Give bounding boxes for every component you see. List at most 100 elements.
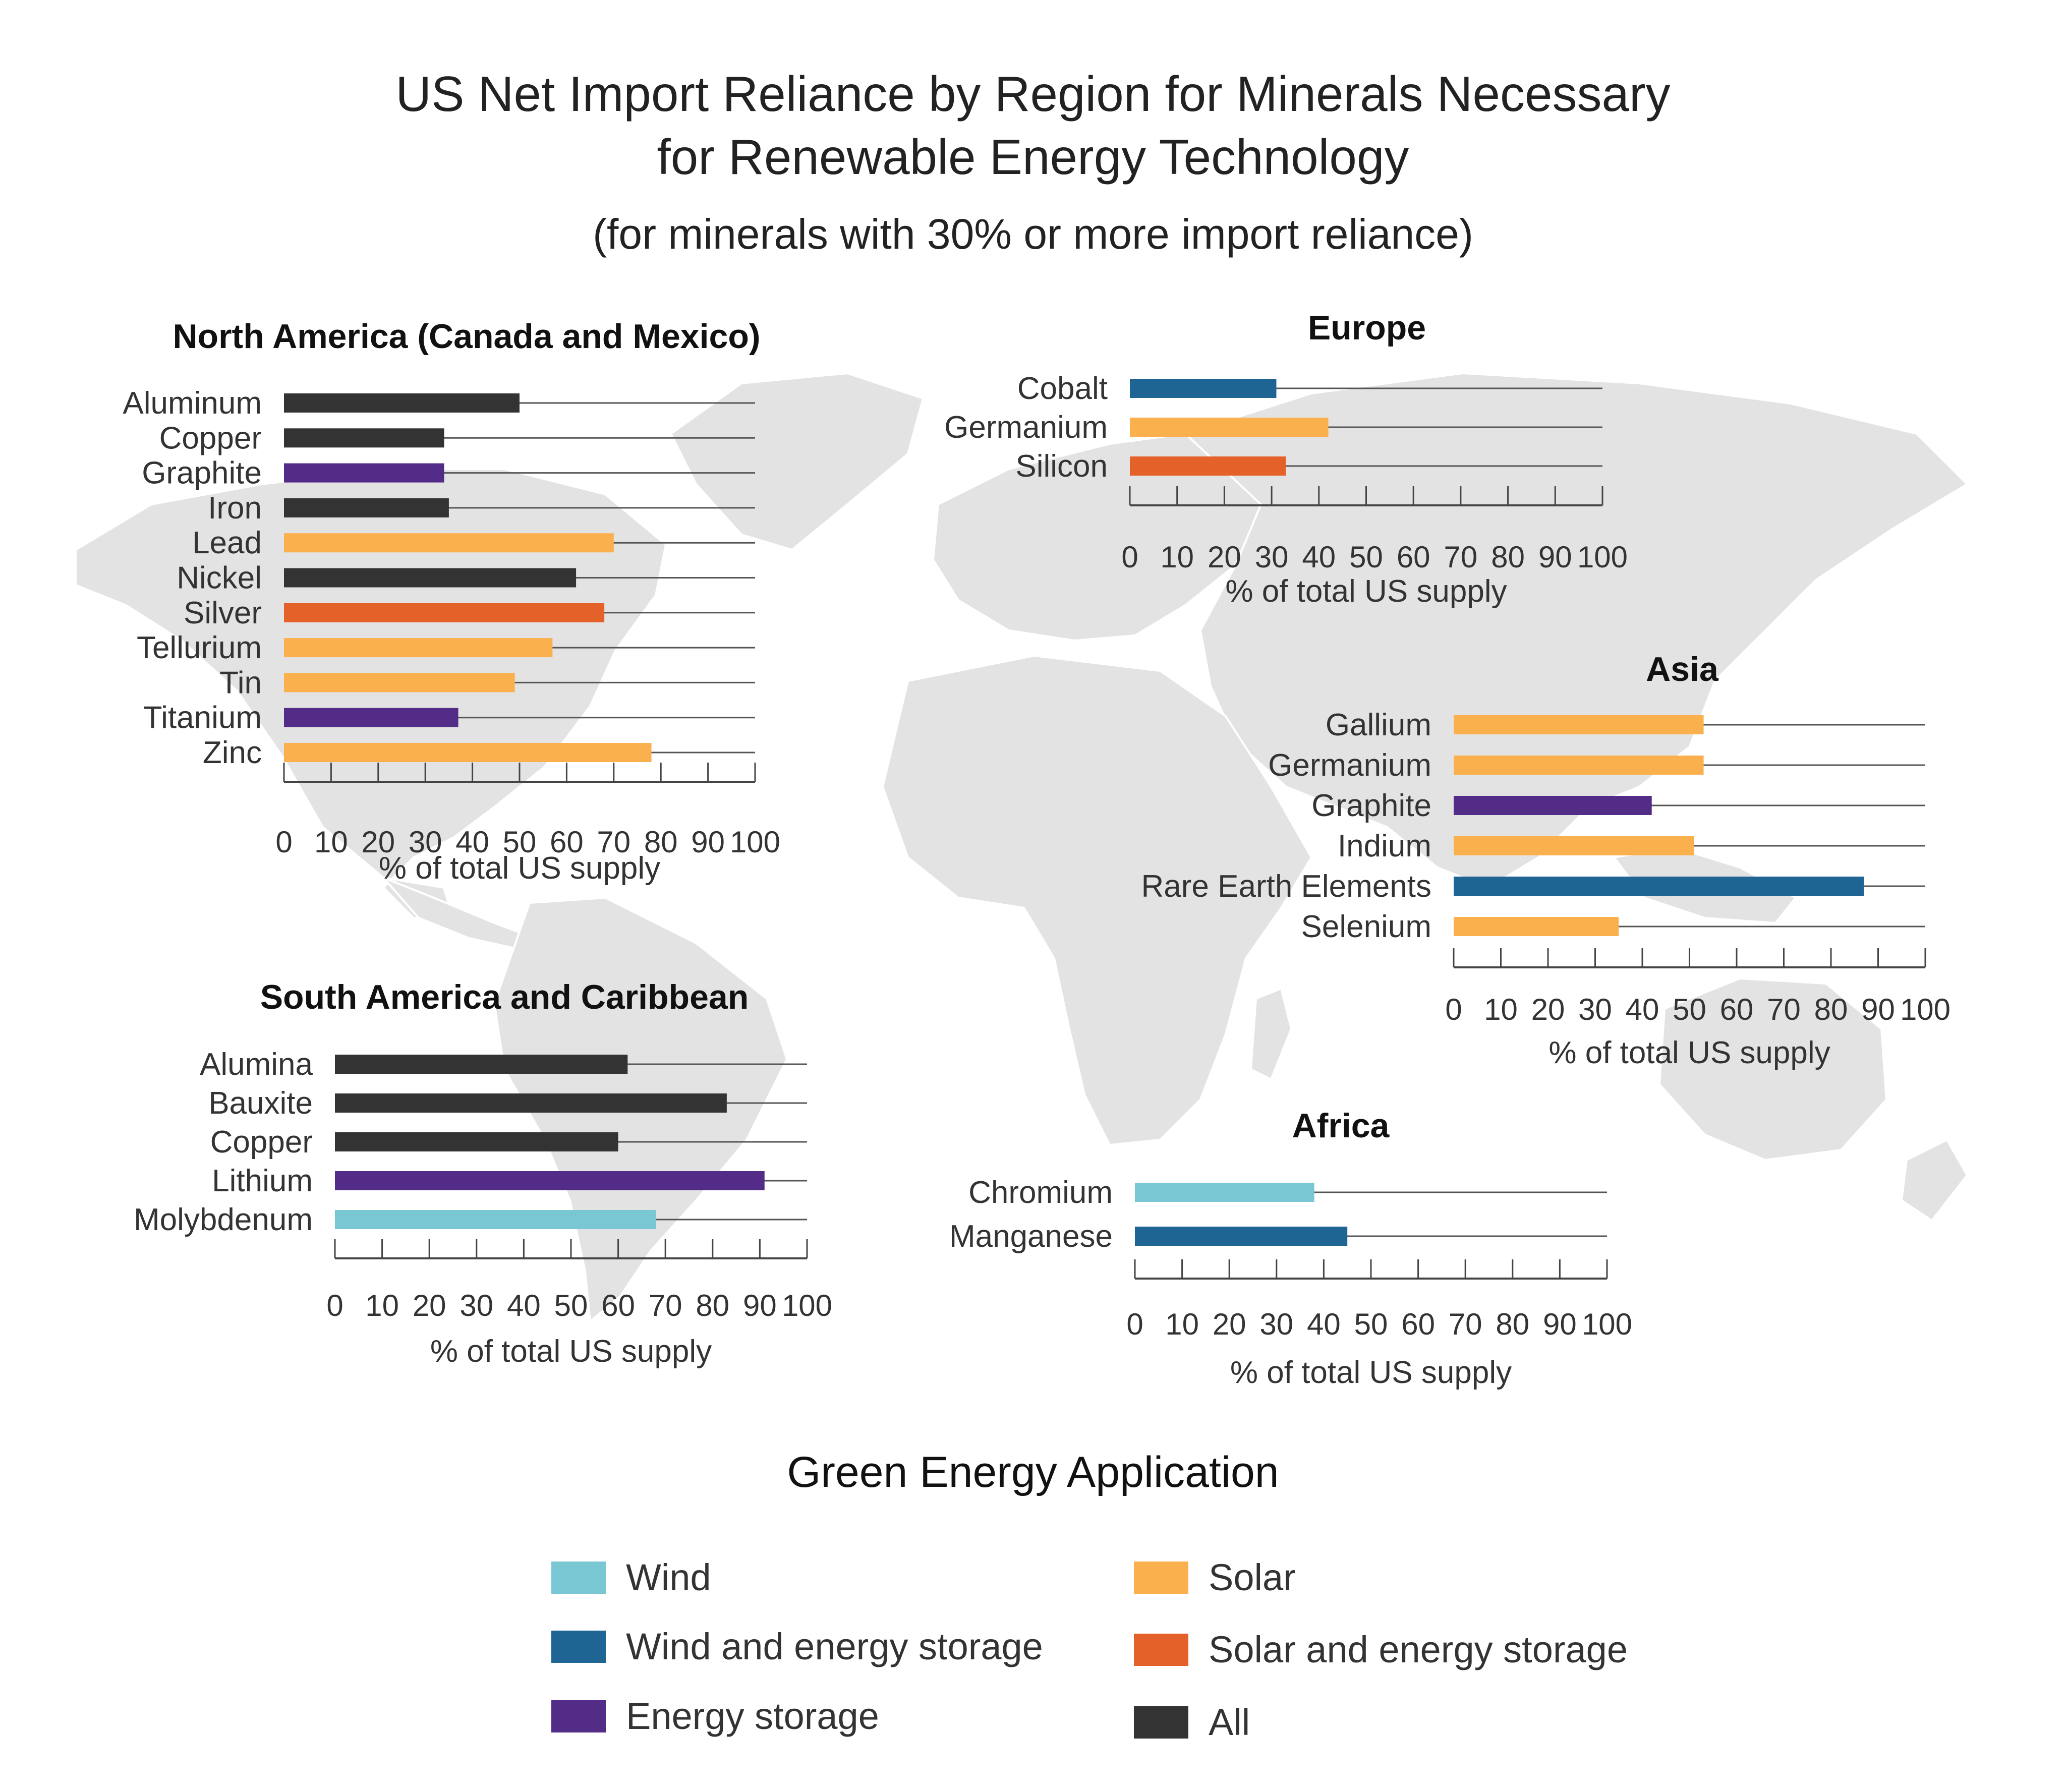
map-australia [1658, 977, 1888, 1162]
x-tick-label: 30 [409, 825, 442, 859]
x-tick-label: 70 [649, 1289, 682, 1322]
x-tick-label: 60 [1720, 993, 1754, 1026]
bar-graphite [284, 463, 444, 483]
x-tick-label: 80 [1491, 540, 1525, 574]
chart-north-america: North America (Canada and Mexico) Aluminu… [123, 317, 780, 886]
bar-cobalt [1130, 379, 1277, 398]
x-tick-label: 0 [275, 825, 292, 859]
bar-germanium [1130, 418, 1329, 437]
bar-germanium [1454, 756, 1704, 775]
x-tick-label: 100 [1582, 1307, 1632, 1341]
bar-silver [284, 603, 605, 622]
x-tick-label: 70 [1444, 540, 1478, 574]
category-label: Indium [1338, 829, 1431, 863]
x-tick-label: 100 [1577, 540, 1628, 574]
category-label: Gallium [1326, 708, 1431, 742]
chart-title-line1: US Net Import Reliance by Region for Min… [395, 66, 1671, 122]
x-tick-label: 0 [1126, 1307, 1143, 1341]
x-tick-label: 50 [554, 1289, 588, 1322]
category-label: Germanium [1268, 748, 1431, 783]
x-axis-label: % of total US supply [1225, 574, 1507, 609]
x-tick-label: 40 [455, 825, 489, 859]
bar-silicon [1130, 456, 1286, 476]
category-label: Chromium [968, 1175, 1113, 1210]
bar-chromium [1135, 1183, 1314, 1202]
bar-copper [335, 1132, 618, 1151]
x-tick-label: 50 [1354, 1307, 1388, 1341]
bar-manganese [1135, 1227, 1348, 1246]
legend-swatch-solar-storage [1134, 1633, 1188, 1666]
x-tick-label: 70 [1449, 1307, 1482, 1341]
region-title: Europe [1308, 309, 1426, 347]
chart-asia: Asia Gallium Germanium Graphite Indium Rare E… [1141, 650, 1951, 1070]
x-tick-label: 10 [314, 825, 348, 859]
chart-africa: Africa Chromium Manganese 0 10 20 30 40 50 60 70 80… [949, 1107, 1632, 1390]
region-title: South America and Caribbean [260, 978, 749, 1016]
x-tick-label: 40 [1307, 1307, 1341, 1341]
legend-title: Green Energy Application [787, 1448, 1279, 1496]
legend-swatch-wind-storage [551, 1630, 606, 1663]
x-tick-label: 100 [782, 1289, 832, 1322]
map-europe [932, 432, 1262, 642]
x-tick-label: 60 [1397, 540, 1430, 574]
legend-label-energy-storage: Energy storage [626, 1695, 879, 1737]
category-label: Silicon [1015, 449, 1108, 484]
legend-label-all: All [1209, 1701, 1250, 1743]
legend-swatch-solar [1134, 1561, 1188, 1594]
bar-indium [1454, 836, 1694, 855]
x-tick-label: 0 [326, 1289, 343, 1322]
x-tick-label: 30 [1578, 993, 1612, 1026]
legend-item-all: All [1134, 1701, 1250, 1744]
bar-aluminum [284, 393, 520, 413]
map-africa [881, 654, 1313, 1146]
x-tick-label: 40 [1302, 540, 1336, 574]
map-madagascar [1249, 987, 1293, 1081]
legend-swatch-wind [551, 1561, 606, 1594]
chart-south-america: South America and Caribbean Alumina Bauxit… [134, 978, 832, 1369]
bar-titanium [284, 708, 458, 727]
bar-bauxite [335, 1093, 727, 1113]
chart-title-line2: for Renewable Energy Technology [657, 129, 1409, 185]
legend-label-wind: Wind [626, 1556, 711, 1598]
category-label: Titanium [143, 701, 262, 735]
category-label: Tellurium [137, 630, 262, 665]
category-label: Silver [184, 596, 262, 630]
x-tick-label: 80 [1814, 993, 1848, 1026]
bar-alumina [335, 1055, 628, 1074]
category-label: Nickel [177, 561, 262, 596]
bar-tellurium [284, 638, 553, 658]
region-title: North America (Canada and Mexico) [173, 317, 760, 356]
category-label: Bauxite [208, 1086, 313, 1121]
category-label: Copper [159, 421, 262, 455]
bar-zinc [284, 743, 652, 762]
chart-europe: Europe Cobalt Germanium Silicon 0 10 20 30 40 50 6… [944, 309, 1628, 609]
x-axis-label: % of total US supply [379, 851, 660, 886]
x-tick-label: 90 [691, 825, 725, 859]
bar-lead [284, 533, 614, 553]
legend-item-wind-storage: Wind and energy storage [551, 1625, 1043, 1668]
x-axis-label: % of total US supply [1548, 1035, 1830, 1070]
legend-label-solar: Solar [1209, 1556, 1296, 1598]
x-tick-label: 80 [696, 1289, 729, 1322]
map-new-zealand [1900, 1138, 1969, 1222]
x-tick-label: 90 [1543, 1307, 1577, 1341]
x-tick-label: 60 [601, 1289, 635, 1322]
bar-rare-earth-elements [1454, 877, 1864, 896]
x-tick-label: 90 [1538, 540, 1572, 574]
bar-selenium [1454, 917, 1619, 936]
map-greenland [669, 372, 925, 551]
x-tick-label: 20 [413, 1289, 446, 1322]
bar-nickel [284, 568, 577, 588]
x-tick-label: 70 [597, 825, 630, 859]
category-label: Aluminum [123, 386, 262, 421]
category-label: Copper [210, 1125, 313, 1160]
x-tick-label: 100 [730, 825, 780, 859]
bar-molybdenum [335, 1210, 656, 1229]
region-title: Asia [1646, 650, 1719, 688]
legend-item-wind: Wind [551, 1556, 711, 1599]
category-label: Cobalt [1017, 371, 1108, 406]
x-tick-label: 20 [361, 825, 395, 859]
region-title: Africa [1292, 1107, 1390, 1145]
